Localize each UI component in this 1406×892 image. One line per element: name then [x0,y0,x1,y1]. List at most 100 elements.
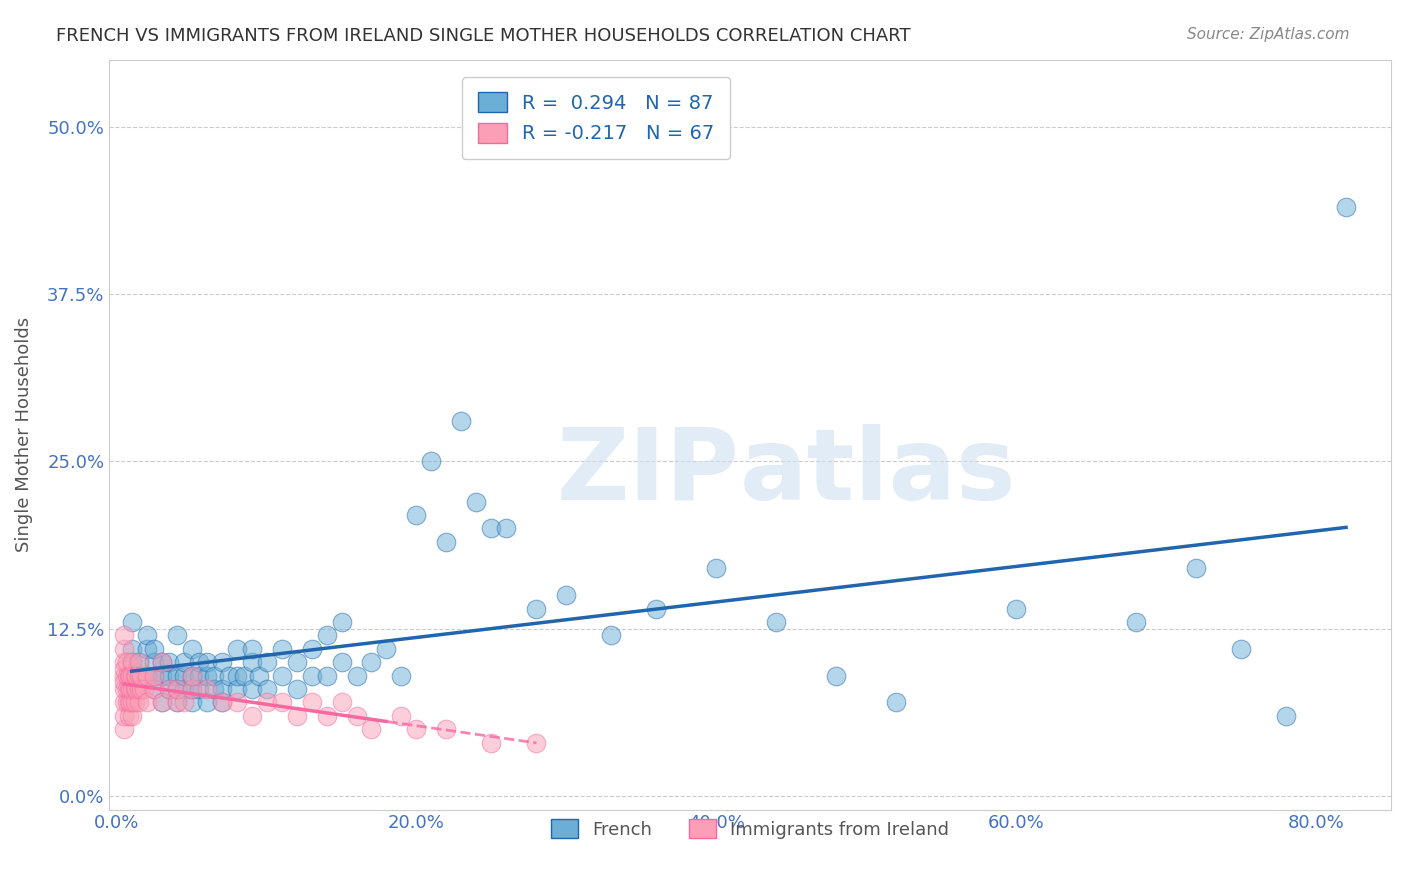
Point [180,641,202,656]
Point [233,668,256,682]
Point [173,695,195,709]
Point [346,668,368,682]
Point [157,655,180,669]
Point [128,681,150,696]
Point [391,708,413,723]
Point [150,695,173,709]
Point [240,641,263,656]
Point [157,681,180,696]
Point [112,722,135,736]
Point [180,681,202,696]
Point [1275,708,1298,723]
Point [143,668,166,682]
Point [211,655,233,669]
Point [301,668,323,682]
Point [285,708,308,723]
Point [225,641,247,656]
Point [1185,561,1208,575]
Point [121,708,143,723]
Point [188,681,211,696]
Point [121,668,143,682]
Point [115,668,138,682]
Point [166,695,188,709]
Point [150,695,173,709]
Point [1334,200,1357,214]
Point [375,641,398,656]
Point [450,414,472,428]
Point [180,681,202,696]
Point [180,668,202,682]
Point [150,655,173,669]
Point [121,655,143,669]
Point [121,695,143,709]
Point [600,628,623,642]
Point [166,681,188,696]
Point [225,668,247,682]
Point [301,695,323,709]
Point [315,668,337,682]
Point [256,655,278,669]
Point [240,681,263,696]
Point [405,722,427,736]
Point [180,668,202,682]
Point [240,655,263,669]
Point [225,681,247,696]
Point [112,662,135,676]
Point [884,695,907,709]
Point [173,681,195,696]
Point [436,534,458,549]
Point [173,668,195,682]
Point [124,681,146,696]
Point [166,628,188,642]
Point [1005,601,1028,615]
Point [526,735,548,749]
Point [420,454,443,468]
Point [150,668,173,682]
Point [135,641,157,656]
Point [121,641,143,656]
Point [270,668,292,682]
Point [112,655,135,669]
Point [124,695,146,709]
Point [124,668,146,682]
Point [360,655,382,669]
Point [315,708,337,723]
Point [405,508,427,522]
Point [121,668,143,682]
Point [128,695,150,709]
Point [143,668,166,682]
Point [256,681,278,696]
Point [135,628,157,642]
Point [195,681,218,696]
Point [195,655,218,669]
Point [143,655,166,669]
Point [115,655,138,669]
Point [315,628,337,642]
Point [121,655,143,669]
Point [188,668,211,682]
Point [346,708,368,723]
Point [128,655,150,669]
Point [112,708,135,723]
Point [128,655,150,669]
Point [555,588,578,602]
Point [157,681,180,696]
Point [120,695,142,709]
Point [135,668,157,682]
Point [301,641,323,656]
Point [330,615,353,629]
Point [481,521,503,535]
Point [218,668,240,682]
Point [195,695,218,709]
Point [180,695,202,709]
Point [436,722,458,736]
Point [125,668,148,682]
Point [495,521,517,535]
Point [391,668,413,682]
Point [704,561,727,575]
Point [270,695,292,709]
Point [112,641,135,656]
Point [270,641,292,656]
Point [256,695,278,709]
Point [128,681,150,696]
